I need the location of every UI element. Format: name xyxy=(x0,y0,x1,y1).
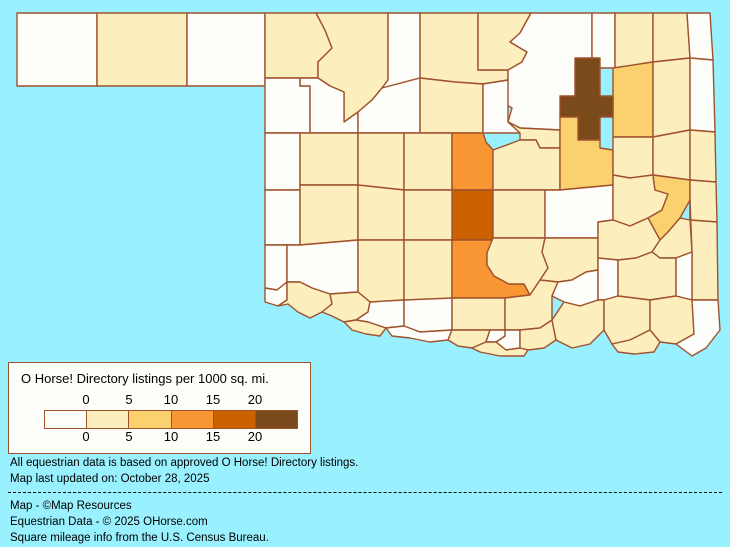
county-greer xyxy=(264,244,288,291)
oklahoma-map-svg xyxy=(16,12,721,357)
legend-color-bar xyxy=(44,410,298,429)
legend: O Horse! Directory listings per 1000 sq.… xyxy=(8,362,311,454)
legend-ticks-top: 0 5 10 15 20 xyxy=(9,392,312,408)
county-caddo xyxy=(357,239,405,303)
legend-swatch-3 xyxy=(171,411,214,428)
credit-map-source: Map - ©Map Resources xyxy=(10,500,132,512)
county-cotton xyxy=(343,319,387,337)
legend-tick-top-3: 15 xyxy=(205,392,221,407)
legend-swatch-2 xyxy=(129,411,172,428)
legend-tick-bottom-1: 5 xyxy=(125,429,133,444)
county-blaine xyxy=(357,132,405,191)
county-lincoln xyxy=(492,189,546,239)
footer-divider xyxy=(8,492,722,493)
county-coal xyxy=(597,257,619,301)
legend-tick-top-2: 10 xyxy=(163,392,179,407)
county-cherokee xyxy=(652,129,691,181)
county-wagoner xyxy=(612,136,654,179)
legend-tick-bottom-3: 15 xyxy=(205,429,221,444)
county-roger-mills xyxy=(264,132,301,191)
county-nowata xyxy=(614,12,654,69)
county-garvin xyxy=(451,297,506,331)
legend-tick-top-4: 20 xyxy=(247,392,263,407)
legend-swatch-4 xyxy=(213,411,256,428)
county-pushmataha xyxy=(649,295,695,345)
county-latimer xyxy=(675,251,693,301)
county-canadian xyxy=(357,184,405,241)
last-updated-note: Map last updated on: October 28, 2025 xyxy=(10,473,210,485)
county-choctaw xyxy=(611,329,661,355)
credit-square-mileage: Square mileage info from the U.S. Census… xyxy=(10,532,269,544)
legend-swatch-1 xyxy=(87,411,130,428)
county-delaware xyxy=(689,57,716,133)
county-beckham xyxy=(264,189,301,246)
legend-tick-bottom-2: 10 xyxy=(163,429,179,444)
county-grady xyxy=(403,239,453,303)
county-adair xyxy=(689,129,717,183)
county-bryan xyxy=(551,299,605,349)
county-payne xyxy=(492,139,561,191)
county-carter xyxy=(471,341,529,357)
county-jackson xyxy=(277,281,333,319)
choropleth-map xyxy=(16,12,721,357)
county-pittsburg xyxy=(617,251,677,301)
county-oklahoma xyxy=(451,189,494,241)
legend-ticks-bottom: 0 5 10 15 20 xyxy=(9,429,312,445)
credit-equestrian-data: Equestrian Data - © 2025 OHorse.com xyxy=(10,516,208,528)
county-craig xyxy=(652,12,691,63)
data-basis-note: All equestrian data is based on approved… xyxy=(10,457,359,469)
legend-tick-top-0: 0 xyxy=(82,392,90,407)
county-logan xyxy=(451,132,494,191)
county-cimarron xyxy=(16,12,98,87)
legend-title: O Horse! Directory listings per 1000 sq.… xyxy=(21,371,269,386)
county-mayes xyxy=(652,57,691,138)
legend-tick-top-1: 5 xyxy=(125,392,133,407)
county-alfalfa xyxy=(381,12,421,89)
legend-tick-bottom-0: 0 xyxy=(82,429,90,444)
county-jefferson xyxy=(385,325,453,343)
legend-tick-bottom-4: 20 xyxy=(247,429,263,444)
county-marshall xyxy=(485,329,506,343)
county-garfield xyxy=(419,77,484,134)
county-dewey xyxy=(299,132,359,186)
county-stephens xyxy=(403,297,453,333)
county-beaver xyxy=(186,12,266,87)
county-texas xyxy=(96,12,188,87)
legend-swatch-5 xyxy=(255,411,298,428)
legend-swatch-0 xyxy=(45,411,88,428)
county-oklahoma-w xyxy=(403,189,453,241)
county-sequoyah xyxy=(689,179,718,223)
county-custer xyxy=(299,184,359,246)
county-ottawa xyxy=(686,12,714,61)
county-rogers xyxy=(612,61,654,138)
county-mccurtain xyxy=(675,299,721,357)
county-kingfisher xyxy=(403,132,453,191)
